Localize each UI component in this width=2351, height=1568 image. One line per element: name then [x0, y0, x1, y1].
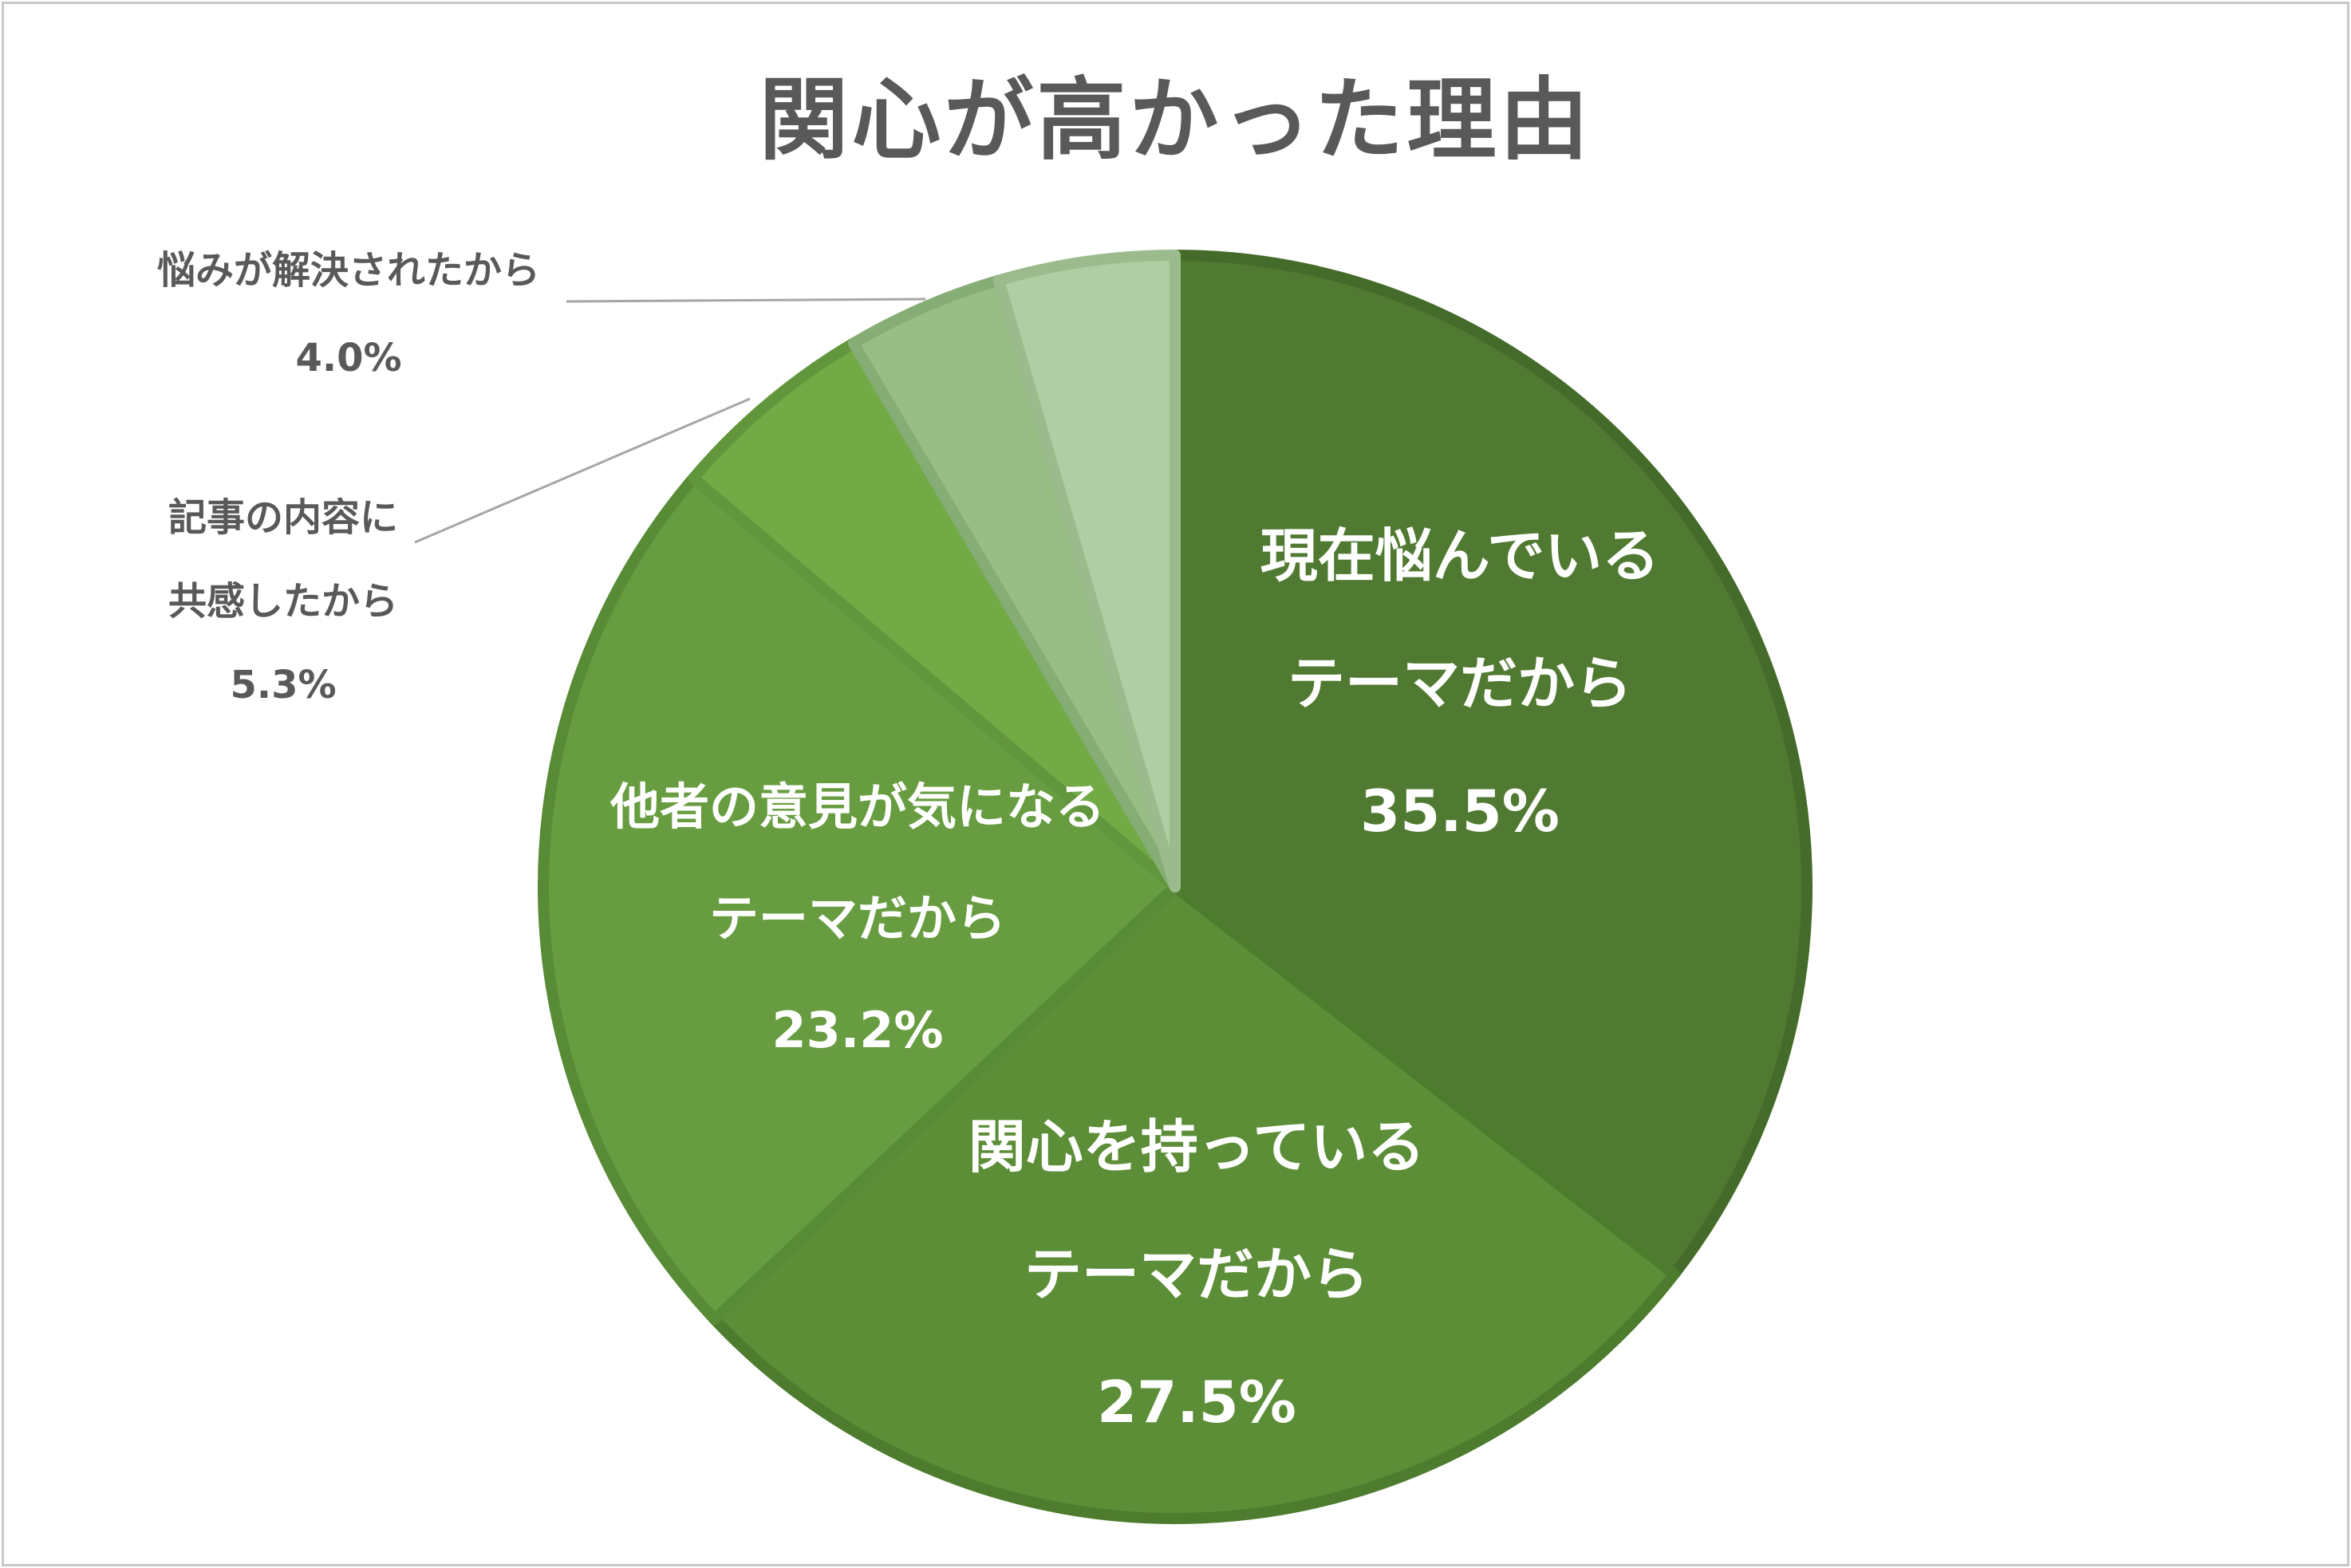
slice-value-label-4: 5.3% [230, 663, 336, 707]
slice-value-label-3: 23.2% [771, 1001, 943, 1059]
pie-slice-2 [708, 881, 1680, 1524]
slice-name-label-3: 他者の意見が気になる [609, 778, 1105, 836]
slice-name-label-5: 悩みが解決されたから [157, 248, 540, 293]
leader-line-4 [414, 397, 751, 544]
slice-name-label-1: テーマだから [1288, 650, 1632, 717]
leader-line-5 [566, 297, 926, 303]
slice-name-label-1: 現在悩んでいる [1260, 522, 1659, 589]
pie-slice-3 [538, 472, 1181, 1326]
pie-slice-1 [1170, 250, 1813, 1280]
slice-name-label-2: 関心を持っている [968, 1113, 1425, 1180]
slice-value-label-2: 27.5% [1097, 1369, 1296, 1436]
slice-labels: 現在悩んでいるテーマだから35.5%関心を持っているテーマだから27.5%他者の… [157, 248, 1659, 1436]
leader-lines [414, 297, 926, 544]
slice-value-label-5: 4.0% [295, 336, 401, 380]
slice-name-label-3: テーマだから [709, 889, 1006, 947]
chart-title: 関心が高かった理由 [759, 69, 1592, 172]
slice-name-label-4: 共感したから [168, 579, 398, 624]
slice-name-label-4: 記事の内容に [168, 495, 398, 540]
pie-slices [538, 250, 1813, 1524]
slice-value-label-1: 35.5% [1360, 778, 1560, 845]
pie-slice-6 [993, 250, 1181, 892]
pie-slice-4 [688, 337, 1181, 892]
slice-name-label-2: テーマだから [1024, 1241, 1369, 1308]
